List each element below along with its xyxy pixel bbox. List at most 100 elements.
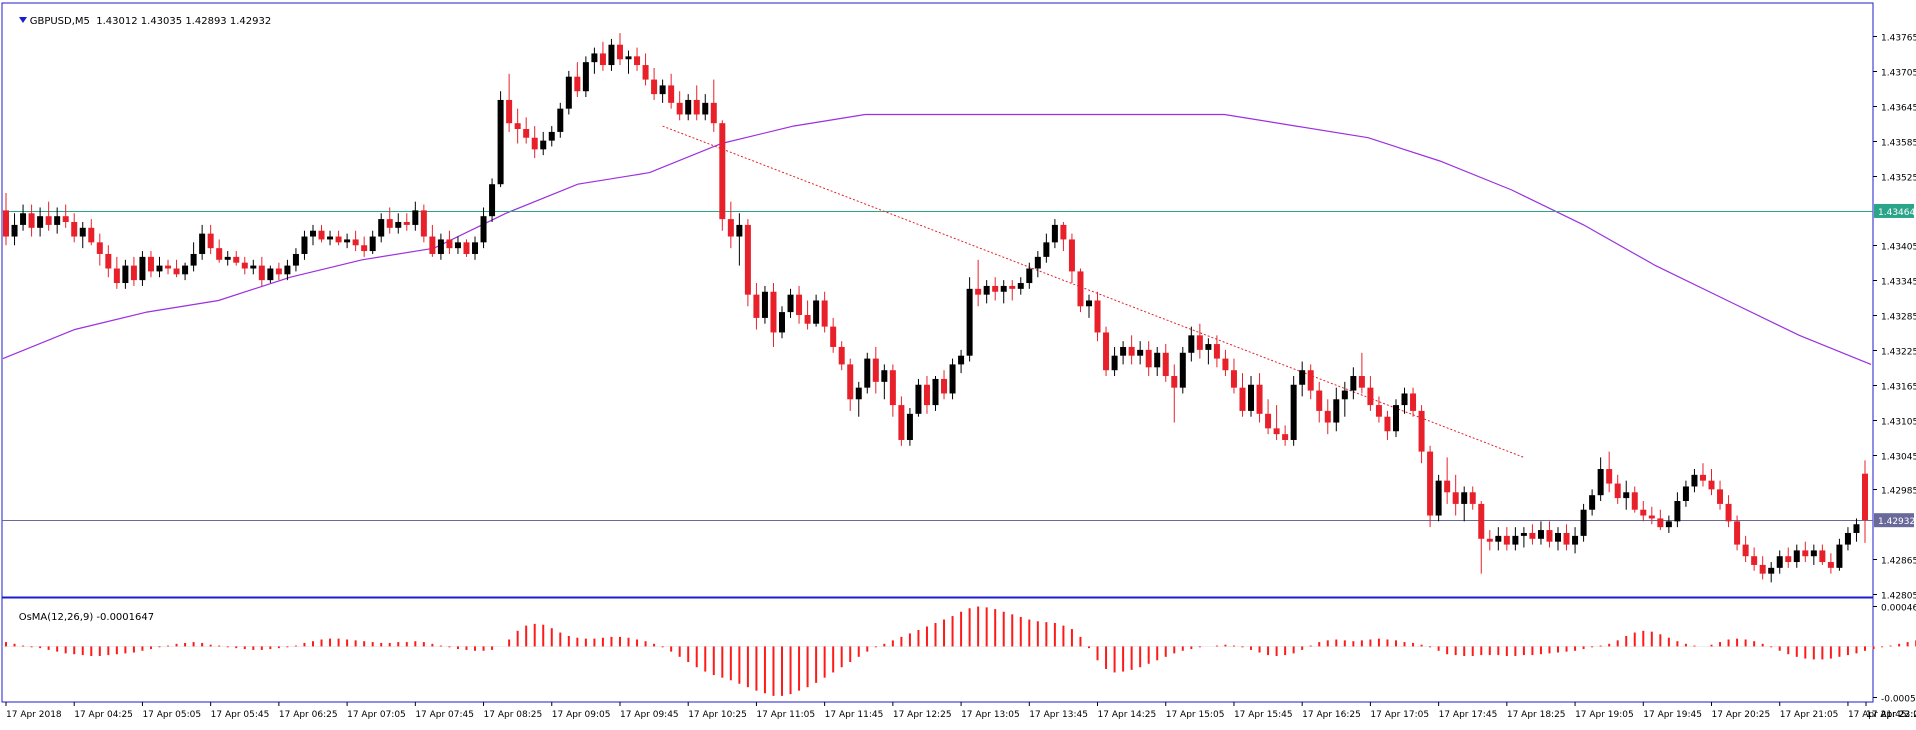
x-tick-label: 17 Apr 04:25 <box>74 710 133 720</box>
candle <box>88 219 95 246</box>
candle-body <box>557 108 564 132</box>
candle-body <box>1759 564 1766 574</box>
candle <box>190 242 197 272</box>
candle <box>454 236 461 254</box>
candle <box>1435 474 1442 522</box>
candle-body <box>1290 384 1297 440</box>
candle-body <box>1793 550 1800 563</box>
candle <box>1060 222 1067 252</box>
x-tick-label: 17 Apr 15:05 <box>1166 710 1225 720</box>
candle <box>429 224 436 257</box>
price-tag-box <box>1874 513 1914 528</box>
candle-body <box>352 239 359 246</box>
candle-body <box>1034 256 1041 269</box>
candle-body <box>574 76 581 92</box>
x-tick-label: 17 Apr 21:05 <box>1780 710 1839 720</box>
candle <box>975 259 982 307</box>
candle-body <box>1077 271 1084 307</box>
candle-body <box>676 102 683 115</box>
candle <box>1452 474 1459 516</box>
candle <box>906 408 913 446</box>
candle <box>1546 521 1553 548</box>
x-tick-label: 17 Apr 13:05 <box>961 710 1020 720</box>
candle-body <box>1486 538 1493 542</box>
candle-body <box>872 358 879 382</box>
price-tag-label: 1.42932 <box>1878 517 1915 527</box>
candle-body <box>472 242 479 254</box>
candle <box>574 62 581 98</box>
candle <box>105 245 112 278</box>
x-tick-label: 17 Apr 16:25 <box>1302 710 1361 720</box>
candle-body <box>1009 285 1016 289</box>
candle-body <box>224 256 231 260</box>
candle <box>1810 544 1817 565</box>
candle <box>821 291 828 333</box>
x-tick-label: 17 Apr 07:05 <box>347 710 406 720</box>
candle <box>1785 547 1792 568</box>
candle <box>480 207 487 249</box>
candle-body <box>1316 390 1323 411</box>
candle <box>710 79 717 132</box>
candle-body <box>1222 358 1229 371</box>
candle-body <box>267 268 274 281</box>
candle <box>1682 480 1689 507</box>
candle-body <box>1273 428 1280 435</box>
candle-body <box>335 236 342 243</box>
x-tick-label: 17 Apr 17:45 <box>1439 710 1498 720</box>
candle <box>1051 219 1058 249</box>
candle <box>412 201 419 231</box>
y-tick-label: 1.43285 <box>1881 313 1916 323</box>
candle <box>736 213 743 266</box>
candle <box>753 283 760 330</box>
candle-body <box>1648 515 1655 519</box>
candle <box>403 213 410 231</box>
candle-body <box>634 56 641 66</box>
candle <box>1009 280 1016 301</box>
candle <box>489 178 496 222</box>
candle-body <box>386 219 393 228</box>
candle <box>1640 501 1647 522</box>
candle-body <box>1699 474 1706 481</box>
candle-body <box>165 265 172 269</box>
candle <box>250 259 257 275</box>
candle-body <box>864 358 871 388</box>
candle-body <box>122 265 129 284</box>
candle-body <box>1665 521 1672 528</box>
candle-body <box>463 242 470 254</box>
candle <box>932 376 939 411</box>
candle-body <box>608 44 615 66</box>
x-tick-label: 17 Apr 06:25 <box>279 710 338 720</box>
candle <box>761 285 768 324</box>
candle-body <box>1188 335 1195 353</box>
candle-body <box>309 230 316 237</box>
y-tick-label: 1.43645 <box>1881 104 1916 114</box>
candle-body <box>1691 474 1698 487</box>
candle <box>1085 294 1092 318</box>
candle-body <box>1128 346 1135 356</box>
candle-body <box>1256 384 1263 414</box>
candle <box>1154 346 1161 377</box>
candle-body <box>1154 352 1161 368</box>
x-tick-label: 17 Apr 15:45 <box>1234 710 1293 720</box>
candle-body <box>1239 387 1246 411</box>
y-tick-label: 1.43345 <box>1881 278 1916 288</box>
candle <box>1077 268 1084 313</box>
candle-body <box>1572 535 1579 545</box>
candle <box>1333 387 1340 432</box>
y-tick-label: 1.43705 <box>1881 69 1916 79</box>
candle-body <box>1742 544 1749 557</box>
candle-body <box>1341 390 1348 400</box>
x-tick-label: 17 Apr 2018 <box>6 710 62 720</box>
candle-body <box>54 216 61 225</box>
chart-menu-triangle-icon[interactable] <box>18 17 27 23</box>
x-tick-label: 17 Apr 09:45 <box>620 710 679 720</box>
candle-body <box>37 216 44 228</box>
candle-body <box>173 268 180 275</box>
candle <box>1171 364 1178 423</box>
osma-y-tick-label: -0.000583 <box>1881 695 1916 705</box>
candle-body <box>190 253 197 266</box>
candle <box>625 50 632 74</box>
candle <box>523 117 530 144</box>
candle <box>1230 358 1237 394</box>
candle-body <box>668 85 675 103</box>
